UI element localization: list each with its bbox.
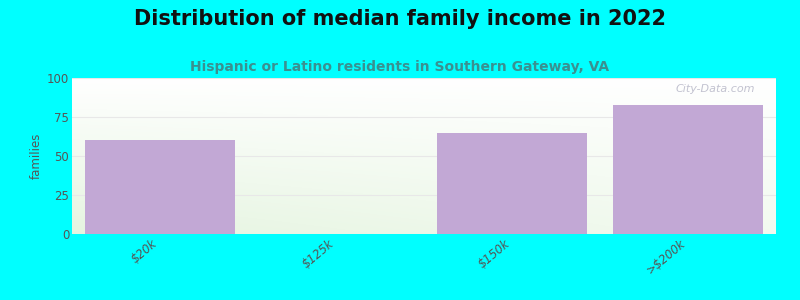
- Bar: [437, 133, 586, 234]
- Bar: [86, 140, 235, 234]
- Text: Hispanic or Latino residents in Southern Gateway, VA: Hispanic or Latino residents in Southern…: [190, 60, 610, 74]
- Text: Distribution of median family income in 2022: Distribution of median family income in …: [134, 9, 666, 29]
- Y-axis label: families: families: [30, 133, 43, 179]
- Text: City-Data.com: City-Data.com: [675, 84, 755, 94]
- Bar: [614, 104, 763, 234]
